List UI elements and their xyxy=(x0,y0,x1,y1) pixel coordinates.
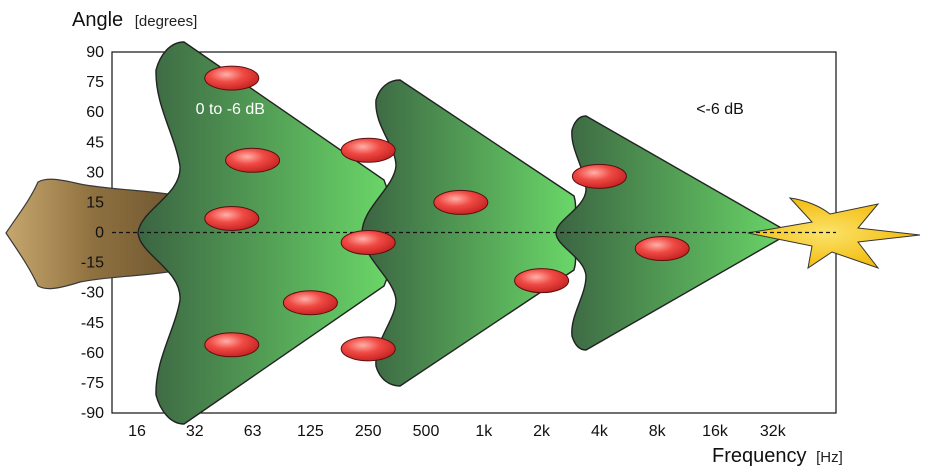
annotation-label: 0 to -6 dB xyxy=(196,101,265,118)
y-tick-label: 45 xyxy=(86,134,104,151)
y-tick-label: -45 xyxy=(81,315,104,332)
ornament-point xyxy=(433,189,489,215)
y-axis-title-unit: [degrees] xyxy=(135,13,198,30)
y-tick-label: -75 xyxy=(81,375,104,392)
y-tick-label: 75 xyxy=(86,74,104,91)
ornament-point xyxy=(514,268,570,294)
x-axis-ticks: 16 32 63 125 250 500 1k 2k 4k 8k 16k 32k xyxy=(128,423,787,440)
y-tick-label: -15 xyxy=(81,255,104,272)
ornament-point xyxy=(204,65,260,91)
ornament-point xyxy=(571,163,627,189)
x-tick-label: 250 xyxy=(355,423,382,440)
annotations: 0 to -6 dB <-6 dB xyxy=(196,101,744,118)
x-tick-label: 32 xyxy=(186,423,204,440)
y-tick-label: 60 xyxy=(86,104,104,121)
x-tick-label: 4k xyxy=(591,423,609,440)
ornament-point xyxy=(204,205,260,231)
ornament-point xyxy=(225,147,281,173)
ornament-point xyxy=(204,332,260,358)
y-tick-label: -60 xyxy=(81,345,104,362)
trunk-shape xyxy=(5,178,181,290)
y-axis-title-label: Angle xyxy=(72,9,123,31)
x-tick-label: 1k xyxy=(475,423,493,440)
ornament-point xyxy=(340,230,396,256)
y-tick-label: -90 xyxy=(81,405,104,422)
y-tick-label: 15 xyxy=(86,194,104,211)
x-tick-label: 63 xyxy=(244,423,262,440)
x-axis-title: Frequency [Hz] xyxy=(712,445,843,467)
x-axis-title-label: Frequency xyxy=(712,445,807,467)
x-tick-label: 500 xyxy=(413,423,440,440)
x-tick-label: 16k xyxy=(702,423,729,440)
y-tick-label: 30 xyxy=(86,164,104,181)
ornaments xyxy=(204,65,690,362)
x-axis-title-unit: [Hz] xyxy=(816,449,843,466)
ornament-point xyxy=(634,236,690,262)
annotation-label: <-6 dB xyxy=(696,101,744,118)
x-tick-label: 32k xyxy=(760,423,787,440)
x-tick-label: 8k xyxy=(649,423,667,440)
y-axis-title: Angle [degrees] xyxy=(72,9,197,31)
x-tick-label: 2k xyxy=(533,423,551,440)
y-tick-label: 0 xyxy=(95,225,104,242)
x-tick-label: 16 xyxy=(128,423,146,440)
ornament-point xyxy=(340,137,396,163)
ornament-point xyxy=(340,336,396,362)
ornament-point xyxy=(282,290,338,316)
y-tick-label: 90 xyxy=(86,44,104,61)
y-axis-ticks: 90 75 60 45 30 15 0 -15 -30 -45 -60 -75 -90 xyxy=(81,44,104,422)
x-tick-label: 125 xyxy=(297,423,324,440)
y-tick-label: -30 xyxy=(81,285,104,302)
